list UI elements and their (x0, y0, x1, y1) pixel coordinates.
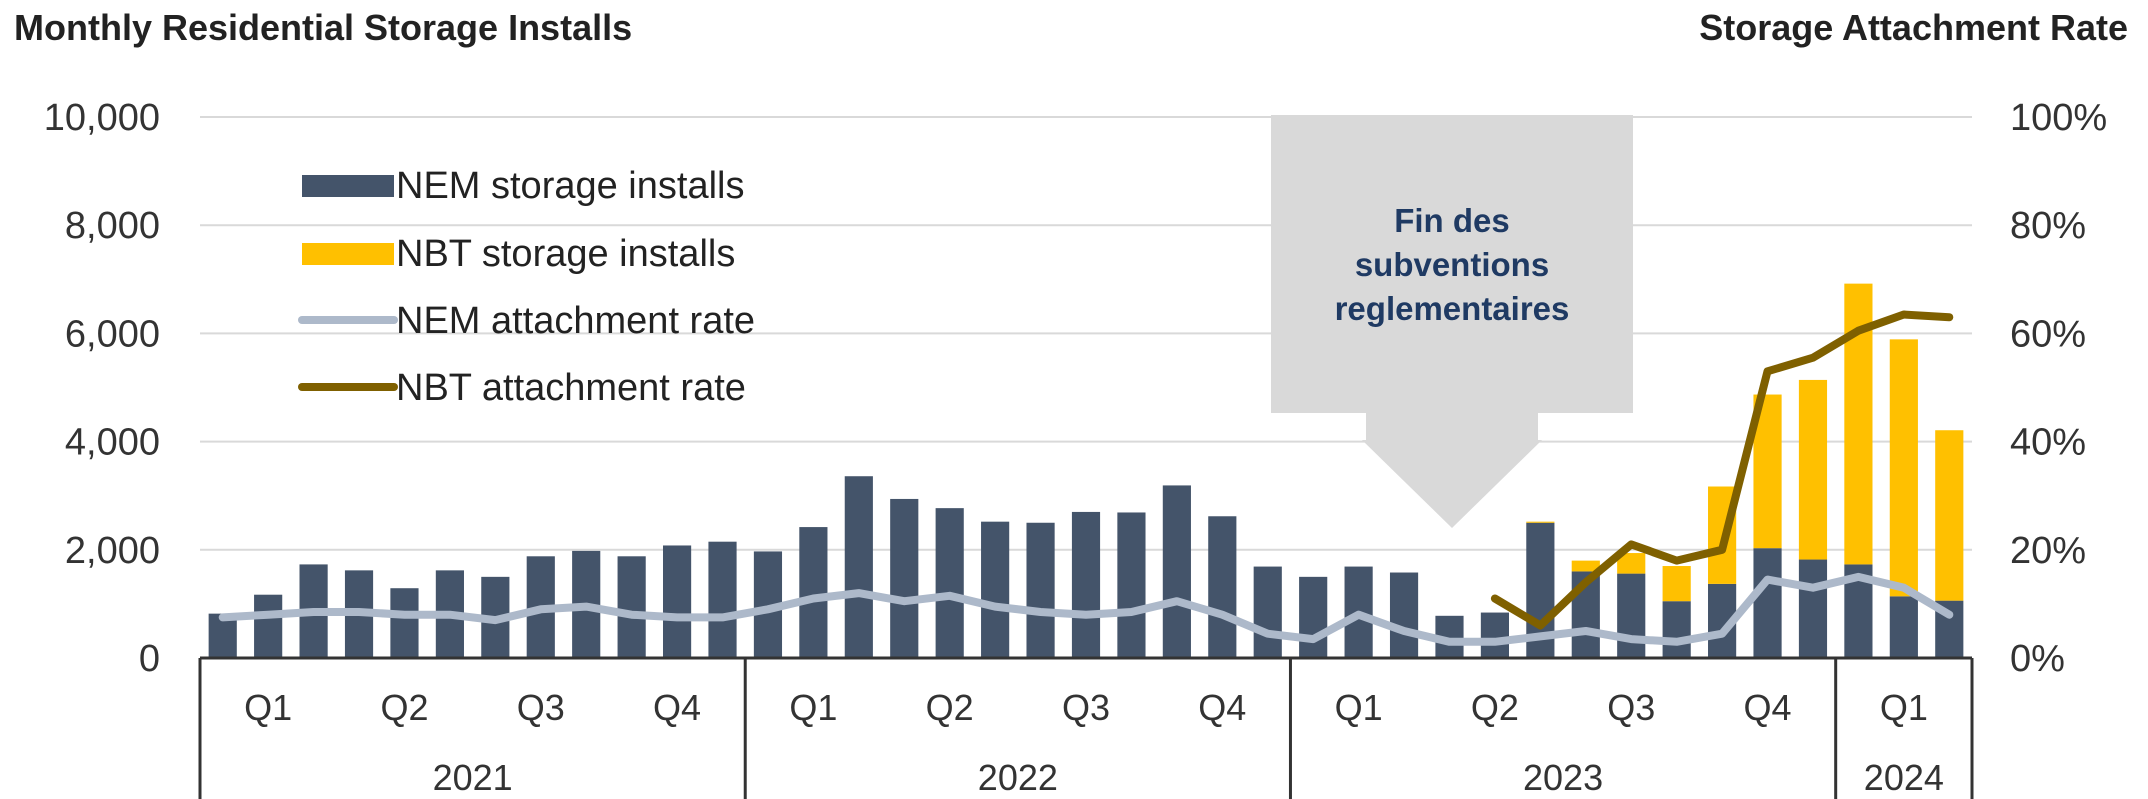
quarter-label: Q3 (517, 687, 565, 728)
bar-nem-storage (1299, 576, 1328, 658)
bar-nem-storage (1253, 566, 1282, 658)
quarter-label: Q4 (653, 687, 701, 728)
quarter-label: Q1 (1880, 687, 1928, 728)
nem-attachment-rate-line (218, 572, 1954, 646)
rate-lines (218, 310, 1954, 646)
quarter-label: Q2 (380, 687, 428, 728)
legend-label-nbt-rate: NBT attachment rate (396, 367, 746, 409)
quarter-label: Q1 (789, 687, 837, 728)
bar-nem-storage (844, 476, 873, 658)
bar-nem-storage (1071, 511, 1101, 658)
y2-tick-label: 40% (2010, 422, 2086, 464)
y-tick-label: 2,000 (65, 530, 160, 572)
legend-label-nem-installs: NEM storage installs (396, 165, 744, 207)
quarter-label: Q4 (1198, 687, 1246, 728)
bar-nem-storage (1117, 512, 1146, 658)
legend-label-nbt-installs: NBT storage installs (396, 233, 735, 275)
left-axis-ticks: 10,000 8,000 6,000 4,000 2,000 0 (44, 97, 160, 680)
bar-nem-storage (390, 588, 419, 658)
y2-tick-label: 80% (2010, 205, 2086, 247)
bar-nem-storage (981, 521, 1010, 658)
left-title: Monthly Residential Storage Installs (14, 7, 632, 48)
y-tick-label: 4,000 (65, 422, 160, 464)
bar-nem-storage (890, 498, 919, 658)
bar-nbt-storage (1889, 339, 1918, 597)
quarter-label: Q2 (1471, 687, 1519, 728)
right-title: Storage Attachment Rate (1699, 7, 2128, 48)
bar-nbt-storage (1617, 553, 1646, 574)
bar-nem-storage (799, 527, 828, 658)
bar-nbt-storage (1935, 430, 1964, 601)
bar-nem-storage (708, 541, 737, 658)
y2-tick-label: 20% (2010, 530, 2086, 572)
quarter-label: Q1 (1335, 687, 1383, 728)
bar-nem-storage (1389, 572, 1419, 658)
quarter-label: Q1 (244, 687, 292, 728)
quarter-label: Q3 (1607, 687, 1655, 728)
bar-nem-storage (1753, 548, 1782, 658)
year-label: 2023 (1523, 757, 1603, 798)
year-label: 2024 (1864, 757, 1944, 798)
bar-nem-storage (935, 508, 964, 658)
y-tick-label: 6,000 (65, 313, 160, 355)
bar-nem-storage (1026, 522, 1055, 658)
y-tick-label: 10,000 (44, 97, 160, 139)
quarter-label: Q4 (1744, 687, 1792, 728)
callout-line-3: reglementaires (1335, 290, 1570, 327)
callout: Fin des subventions reglementaires (1271, 115, 1633, 528)
y-tick-label: 0 (139, 638, 160, 680)
callout-line-2: subventions (1355, 246, 1549, 283)
year-label: 2022 (978, 757, 1058, 798)
bar-nem-storage (1208, 516, 1237, 658)
bar-nem-storage (617, 556, 646, 658)
category-axis: Q1 Q2 Q3 Q4 Q1 Q2 Q3 Q4 Q1 Q2 Q3 Q4 Q1 2021 2022 2023 20… (198, 656, 1974, 799)
bar-nem-storage (1798, 559, 1828, 658)
y2-tick-label: 100% (2010, 97, 2107, 139)
bar-nbt-storage (1571, 560, 1600, 572)
y2-tick-label: 60% (2010, 313, 2086, 355)
bar-nbt-storage (1662, 566, 1691, 602)
right-axis-ticks: 100% 80% 60% 40% 20% 0% (2010, 97, 2107, 680)
quarter-label: Q2 (926, 687, 974, 728)
bar-nem-storage (662, 545, 692, 658)
callout-line-1: Fin des (1394, 202, 1510, 239)
y2-tick-label: 0% (2010, 638, 2065, 680)
legend: NEM storage installs NBT storage install… (298, 165, 755, 409)
y-tick-label: 8,000 (65, 205, 160, 247)
bar-nem-storage (1662, 601, 1691, 658)
bar-nem-storage (1889, 596, 1918, 658)
bar-nem-storage (1480, 612, 1510, 658)
nbt-attachment-rate-line (1490, 310, 1954, 630)
callout-arrow-shape (1271, 115, 1633, 528)
bar-nbt-storage (1526, 521, 1555, 523)
quarter-label: Q3 (1062, 687, 1110, 728)
year-label: 2021 (433, 757, 513, 798)
bar-nbt-storage (1798, 379, 1828, 560)
legend-label-nem-rate: NEM attachment rate (396, 300, 755, 342)
legend-swatch-nbt-installs (302, 243, 394, 265)
bar-nem-storage (1162, 485, 1191, 658)
bar-nem-storage (254, 594, 283, 658)
bar-nem-storage (1617, 573, 1646, 658)
legend-swatch-nem-installs (302, 175, 394, 197)
